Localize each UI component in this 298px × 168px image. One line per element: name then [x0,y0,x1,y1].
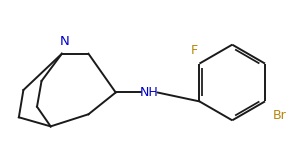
Text: NH: NH [140,86,158,99]
Text: Br: Br [273,109,286,122]
Text: N: N [60,35,70,48]
Text: F: F [190,44,198,57]
